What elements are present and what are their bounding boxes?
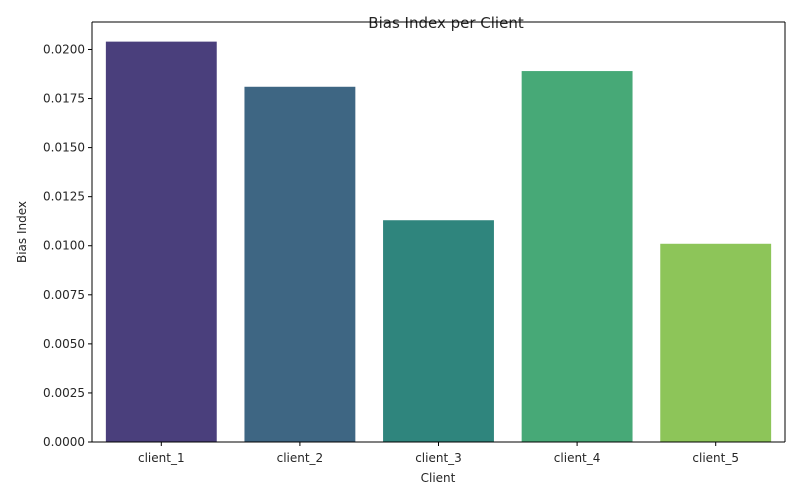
y-tick-label: 0.0075 <box>43 288 85 302</box>
y-tick-label: 0.0125 <box>43 190 85 204</box>
y-tick-label: 0.0000 <box>43 435 85 449</box>
chart-title: Bias Index per Client <box>368 14 524 32</box>
x-tick-label: client_1 <box>138 451 185 465</box>
bar-client_5 <box>660 243 772 442</box>
y-tick-label: 0.0100 <box>43 239 85 253</box>
y-tick-label: 0.0175 <box>43 92 85 106</box>
bar-client_2 <box>244 86 356 442</box>
y-tick-label: 0.0200 <box>43 42 85 56</box>
bar-client_3 <box>383 220 494 442</box>
bar-client_1 <box>105 41 217 443</box>
x-tick-label: client_3 <box>415 451 462 465</box>
x-axis-ticks: client_1 client_2 client_3 client_4 client_5 <box>138 442 739 465</box>
x-tick-label: client_4 <box>554 451 601 465</box>
y-axis-label: Bias Index <box>15 201 29 263</box>
y-tick-label: 0.0050 <box>43 337 85 351</box>
y-axis-ticks: 0.0000 0.0025 0.0050 0.0075 0.0100 0.0125 0.01… <box>43 42 92 449</box>
bar-client_4 <box>521 71 633 442</box>
y-tick-label: 0.0150 <box>43 141 85 155</box>
bars-group <box>105 41 772 443</box>
x-axis-label: Client <box>421 471 456 485</box>
y-tick-label: 0.0025 <box>43 386 85 400</box>
x-tick-label: client_5 <box>692 451 739 465</box>
x-tick-label: client_2 <box>277 451 324 465</box>
